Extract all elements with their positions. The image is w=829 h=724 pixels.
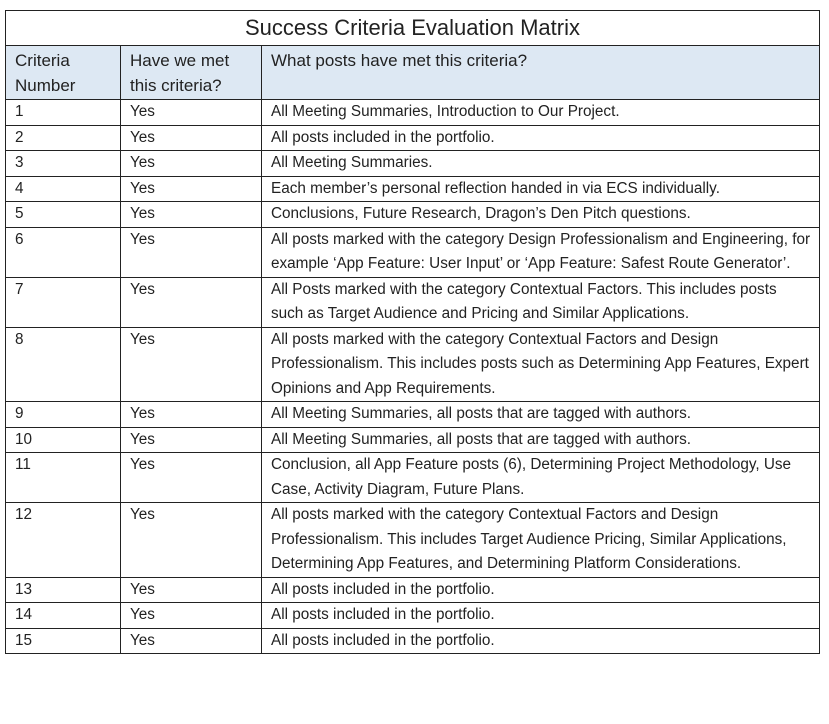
- table-row: 2 Yes All posts included in the portfolio.: [5, 124, 820, 151]
- met-status-cell: Yes: [120, 627, 262, 654]
- criteria-number-cell: 6: [5, 226, 121, 278]
- table-row: 11 Yes Conclusion, all App Feature posts (…: [5, 452, 820, 503]
- met-status-cell: Yes: [120, 226, 262, 278]
- success-criteria-table: Success Criteria Evaluation Matrix Crite…: [5, 10, 820, 654]
- posts-cell: All posts marked with the category Conte…: [261, 502, 820, 578]
- criteria-number-cell: 2: [5, 124, 121, 151]
- column-header-posts: What posts have met this criteria?: [261, 45, 820, 100]
- met-status-cell: Yes: [120, 401, 262, 428]
- criteria-number-cell: 8: [5, 326, 121, 402]
- posts-cell: All posts included in the portfolio.: [261, 576, 820, 603]
- posts-cell: All Meeting Summaries.: [261, 150, 820, 177]
- met-status-cell: Yes: [120, 124, 262, 151]
- posts-cell: All Posts marked with the category Conte…: [261, 276, 820, 328]
- criteria-number-cell: 4: [5, 175, 121, 202]
- posts-cell: Conclusions, Future Research, Dragon’s D…: [261, 201, 820, 228]
- table-row: 3 Yes All Meeting Summaries.: [5, 150, 820, 177]
- criteria-number-cell: 11: [5, 452, 121, 503]
- table-row: 1 Yes All Meeting Summaries, Introduction …: [5, 99, 820, 126]
- table-title: Success Criteria Evaluation Matrix: [5, 10, 820, 46]
- posts-cell: All posts included in the portfolio.: [261, 602, 820, 629]
- table-row: 10 Yes All Meeting Summaries, all posts th…: [5, 426, 820, 453]
- criteria-number-cell: 15: [5, 627, 121, 654]
- criteria-number-cell: 14: [5, 602, 121, 629]
- table-row: 13 Yes All posts included in the portfolio…: [5, 576, 820, 603]
- criteria-number-cell: 3: [5, 150, 121, 177]
- met-status-cell: Yes: [120, 426, 262, 453]
- column-header-met: Have we met this criteria?: [120, 45, 262, 100]
- met-status-cell: Yes: [120, 150, 262, 177]
- met-status-cell: Yes: [120, 326, 262, 402]
- posts-cell: All Meeting Summaries, all posts that ar…: [261, 401, 820, 428]
- posts-cell: Each member’s personal reflection handed…: [261, 175, 820, 202]
- criteria-number-cell: 10: [5, 426, 121, 453]
- met-status-cell: Yes: [120, 602, 262, 629]
- table-row: 12 Yes All posts marked with the category …: [5, 502, 820, 578]
- table-row: 7 Yes All Posts marked with the category C…: [5, 276, 820, 328]
- criteria-number-cell: 9: [5, 401, 121, 428]
- met-status-cell: Yes: [120, 99, 262, 126]
- met-status-cell: Yes: [120, 201, 262, 228]
- table-row: 14 Yes All posts included in the portfolio…: [5, 602, 820, 629]
- criteria-number-cell: 7: [5, 276, 121, 328]
- posts-cell: All posts marked with the category Conte…: [261, 326, 820, 402]
- posts-cell: All posts included in the portfolio.: [261, 627, 820, 654]
- table-row: 4 Yes Each member’s personal reflection ha…: [5, 175, 820, 202]
- posts-cell: All Meeting Summaries, all posts that ar…: [261, 426, 820, 453]
- table-row: 8 Yes All posts marked with the category C…: [5, 326, 820, 402]
- posts-cell: All Meeting Summaries, Introduction to O…: [261, 99, 820, 126]
- criteria-number-cell: 13: [5, 576, 121, 603]
- criteria-number-cell: 1: [5, 99, 121, 126]
- table-row: 9 Yes All Meeting Summaries, all posts tha…: [5, 401, 820, 428]
- criteria-number-cell: 12: [5, 502, 121, 578]
- posts-cell: All posts marked with the category Desig…: [261, 226, 820, 278]
- met-status-cell: Yes: [120, 502, 262, 578]
- met-status-cell: Yes: [120, 276, 262, 328]
- met-status-cell: Yes: [120, 452, 262, 503]
- table-row: 5 Yes Conclusions, Future Research, Dragon…: [5, 201, 820, 228]
- posts-cell: All posts included in the portfolio.: [261, 124, 820, 151]
- column-header-number: Criteria Number: [5, 45, 121, 100]
- met-status-cell: Yes: [120, 175, 262, 202]
- met-status-cell: Yes: [120, 576, 262, 603]
- table-row: 6 Yes All posts marked with the category D…: [5, 226, 820, 278]
- criteria-number-cell: 5: [5, 201, 121, 228]
- posts-cell: Conclusion, all App Feature posts (6), D…: [261, 452, 820, 503]
- table-row: 15 Yes All posts included in the portfolio…: [5, 627, 820, 654]
